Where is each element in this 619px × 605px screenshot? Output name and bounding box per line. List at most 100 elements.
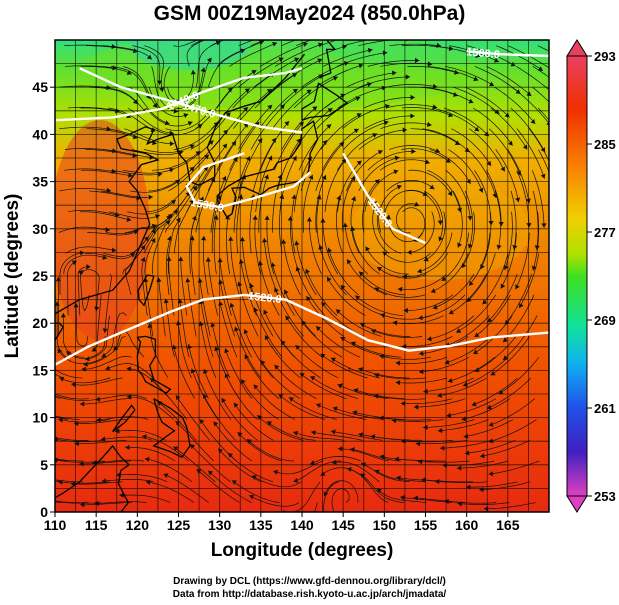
streamline <box>452 190 463 248</box>
streamline <box>316 194 322 254</box>
streamline <box>243 329 274 379</box>
streamline <box>186 40 206 67</box>
streamline <box>423 419 475 428</box>
streamline <box>323 480 359 503</box>
streamline-arrowhead <box>264 215 270 221</box>
streamline-arrowhead <box>292 155 297 161</box>
streamline-arrowhead <box>243 329 249 335</box>
streamline <box>211 194 221 254</box>
streamline-arrowhead <box>473 76 479 82</box>
streamline <box>306 295 345 337</box>
streamline-arrowhead <box>15 372 20 377</box>
streamline-arrowhead <box>197 124 203 129</box>
streamline-arrowhead <box>203 166 208 172</box>
streamline-arrowhead <box>284 289 289 295</box>
streamline <box>244 354 280 399</box>
streamline <box>65 246 117 254</box>
streamline-arrowhead <box>218 33 223 38</box>
streamline-arrowhead <box>95 396 101 402</box>
streamline-arrowhead <box>74 441 79 447</box>
streamline <box>122 66 158 109</box>
streamline <box>125 447 176 462</box>
streamline <box>298 45 348 67</box>
streamline-arrowhead <box>445 158 451 163</box>
streamline <box>322 218 339 275</box>
streamline <box>507 45 549 69</box>
streamline <box>364 115 415 130</box>
streamline <box>79 398 132 405</box>
streamline-arrowhead <box>296 138 301 144</box>
streamline <box>55 368 83 379</box>
streamline <box>231 156 251 212</box>
streamline-arrowhead <box>66 351 72 356</box>
streamline <box>353 389 405 400</box>
streamline <box>364 170 399 212</box>
streamline-arrowhead <box>249 494 255 500</box>
streamline <box>255 155 273 212</box>
streamline <box>164 185 198 233</box>
streamline <box>446 398 497 417</box>
streamline <box>488 460 540 475</box>
streamline-arrowhead <box>480 453 485 459</box>
streamline <box>528 128 549 163</box>
streamline <box>108 211 161 219</box>
streamline <box>207 257 219 316</box>
streamline-arrowhead <box>393 169 399 175</box>
streamline-arrowhead <box>396 475 401 481</box>
streamline <box>91 294 102 352</box>
streamline <box>276 58 323 88</box>
streamline <box>165 109 212 131</box>
streamline <box>385 104 438 109</box>
streamline <box>238 40 255 47</box>
streamline <box>203 235 209 295</box>
streamline-arrowhead <box>273 469 279 475</box>
streamline-arrowhead <box>359 271 364 277</box>
streamline-arrowhead <box>370 434 376 440</box>
streamline <box>350 196 360 254</box>
streamline <box>401 148 451 163</box>
streamline <box>165 298 175 358</box>
streamline <box>221 397 258 441</box>
streamline-arrowhead <box>448 112 453 118</box>
coastline <box>318 40 337 79</box>
streamline-arrowhead <box>60 313 66 318</box>
y-axis-ticks: 0 5 10 15 20 25 30 35 40 45 <box>32 79 55 520</box>
colorbar-tick-label: 261 <box>594 401 616 416</box>
streamline-arrowhead <box>253 307 259 313</box>
streamline <box>278 393 326 420</box>
streamline-arrowhead <box>185 277 191 283</box>
streamline <box>337 86 387 109</box>
streamline <box>389 145 441 153</box>
streamline <box>71 377 123 386</box>
streamline <box>311 431 363 441</box>
streamline <box>502 315 538 361</box>
streamline-arrowhead <box>316 326 321 332</box>
streamline <box>445 315 490 347</box>
streamline-arrowhead <box>400 495 405 501</box>
streamline <box>429 45 481 58</box>
streamline-arrowhead <box>11 470 16 475</box>
streamline-arrowhead <box>327 247 333 253</box>
streamline <box>434 480 487 484</box>
streamline <box>467 149 497 199</box>
streamline <box>430 253 469 293</box>
streamline-arrowhead <box>437 220 443 225</box>
streamline-arrowhead <box>365 246 371 252</box>
streamline <box>531 170 545 228</box>
streamline-arrowhead <box>440 445 445 451</box>
streamline <box>188 344 209 399</box>
streamline-arrowhead <box>190 368 196 374</box>
streamline <box>376 207 402 254</box>
streamline <box>272 89 312 129</box>
streamline-arrowhead <box>350 447 355 453</box>
coastline <box>152 398 191 459</box>
streamline-arrowhead <box>355 295 361 301</box>
streamline <box>173 344 196 399</box>
streamline-arrowhead <box>318 526 323 531</box>
streamline <box>483 502 536 510</box>
streamline <box>280 340 322 379</box>
streamline <box>537 45 549 52</box>
streamline-arrowhead <box>358 367 364 373</box>
streamline-arrowhead <box>498 389 504 395</box>
